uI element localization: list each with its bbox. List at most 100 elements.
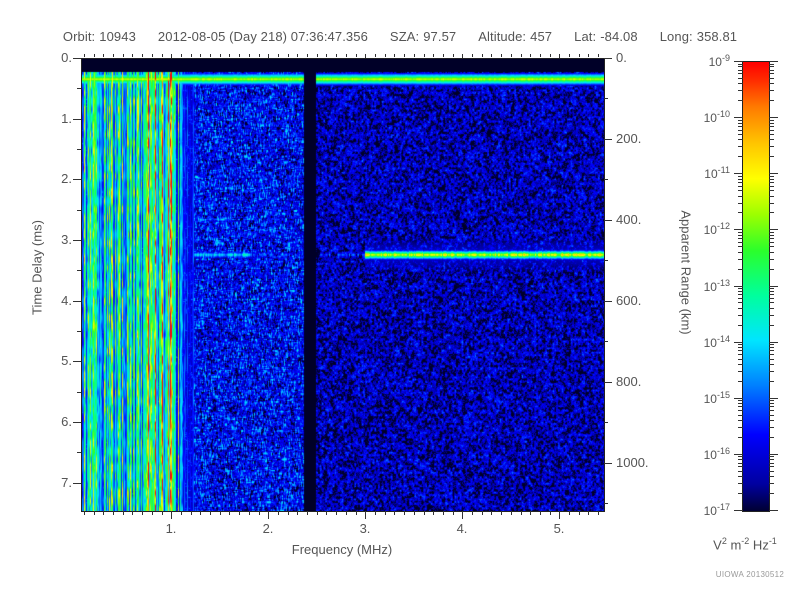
colorbar-tick-minor (738, 235, 743, 236)
x-tick-top-minor (588, 54, 589, 57)
x-tick-top-minor (94, 54, 95, 57)
x-tick-major (462, 511, 463, 519)
x-tick-minor (375, 511, 376, 515)
x-tick-label: 4. (456, 521, 468, 536)
x-tick-top-minor (278, 54, 279, 57)
colorbar-tick-minor (738, 100, 743, 101)
colorbar-tick-minor (738, 156, 743, 157)
x-tick-minor (521, 511, 522, 515)
colorbar-tick-minor (769, 203, 774, 204)
colorbar-tick-minor (769, 120, 774, 121)
colorbar-tick-minor (738, 196, 743, 197)
x-tick-top-minor (297, 54, 298, 57)
x-tick-top-minor (356, 54, 357, 57)
colorbar-tick-minor (738, 269, 743, 270)
x-tick-minor (588, 511, 589, 515)
y-left-tick-minor (77, 331, 81, 332)
y-left-tick-minor (77, 392, 81, 393)
colorbar-tick-minor (738, 134, 743, 135)
x-tick-top-minor (375, 54, 376, 57)
x-tick-top-minor (346, 54, 347, 57)
colorbar-tick-minor (769, 403, 774, 404)
y-left-tick-label: 5. (61, 353, 72, 368)
y-right-tick-major (604, 382, 612, 383)
colorbar-tick-minor (769, 483, 774, 484)
colorbar-tick-minor (769, 130, 774, 131)
colorbar-tick-minor (769, 476, 774, 477)
y-left-tick-label: 0. (61, 50, 72, 65)
colorbar-tick-label: 10-16 (703, 446, 730, 462)
colorbar-tick-minor (769, 354, 774, 355)
x-tick-top-minor (123, 54, 124, 57)
x-tick-top-minor (181, 54, 182, 57)
x-tick-top-minor (414, 54, 415, 57)
colorbar-tick-minor (738, 359, 743, 360)
header-field-value: 358.81 (696, 29, 738, 44)
x-tick-label: 1. (165, 521, 177, 536)
colorbar-tick-minor (738, 298, 743, 299)
x-tick-top-minor (229, 54, 230, 57)
header-field: Orbit: 10943 (63, 29, 136, 44)
colorbar-tick-minor (738, 400, 743, 401)
x-tick-minor (94, 511, 95, 515)
colorbar-tick-major (734, 454, 743, 455)
x-tick-top-minor (336, 54, 337, 57)
x-tick-minor (530, 511, 531, 515)
colorbar-tick-minor (769, 298, 774, 299)
colorbar-tick-minor (769, 427, 774, 428)
colorbar-tick-label: 10-11 (704, 165, 730, 181)
colorbar-tick-minor (738, 66, 743, 67)
x-tick-major (171, 511, 172, 519)
colorbar-tick-minor (769, 139, 774, 140)
x-tick-top-minor (453, 54, 454, 57)
colorbar-tick-minor (769, 315, 774, 316)
colorbar-tick-minor (769, 179, 774, 180)
colorbar-tick-minor (738, 242, 743, 243)
x-tick-minor (394, 511, 395, 515)
colorbar-tick-minor (769, 463, 774, 464)
x-tick-top-major (268, 54, 269, 58)
y-left-tick-major (73, 361, 81, 362)
y-axis-left-title: Time Delay (ms) (29, 220, 45, 315)
x-tick-minor (443, 511, 444, 515)
x-tick-top-minor (482, 54, 483, 57)
colorbar-tick-minor (738, 288, 743, 289)
y-right-tick-minor (604, 260, 608, 261)
header-field: Long: 358.81 (660, 29, 737, 44)
colorbar-tick-label: 10-9 (708, 53, 730, 69)
colorbar-tick-minor (738, 325, 743, 326)
colorbar-tick-minor (769, 288, 774, 289)
x-axis-title: Frequency (MHz) (291, 542, 393, 557)
y-right-tick-label: 0. (616, 50, 627, 65)
header-field-key: Lat: (574, 29, 597, 44)
x-tick-minor (191, 511, 192, 515)
colorbar-tick-major (769, 286, 778, 287)
colorbar-tick-label: 10-13 (703, 278, 730, 294)
x-tick-minor (482, 511, 483, 515)
header-field-key: Altitude: (478, 29, 527, 44)
colorbar-tick-minor (738, 179, 743, 180)
x-tick-minor (288, 511, 289, 515)
y-left-tick-minor (77, 452, 81, 453)
colorbar-tick-minor (769, 344, 774, 345)
colorbar-tick-minor (738, 176, 743, 177)
colorbar-tick-minor (738, 410, 743, 411)
colorbar-tick-minor (738, 64, 743, 65)
colorbar-tick-minor (738, 463, 743, 464)
colorbar-tick-major (734, 398, 743, 399)
colorbar-tick-minor (738, 381, 743, 382)
y-right-tick-label: 800. (616, 374, 642, 389)
colorbar-tick-major (769, 117, 778, 118)
x-tick-minor (297, 511, 298, 515)
colorbar-tick-minor (738, 139, 743, 140)
x-tick-top-minor (511, 54, 512, 57)
x-tick-top-minor (424, 54, 425, 57)
colorbar-tick-minor (738, 294, 743, 295)
colorbar-tick-minor (738, 259, 743, 260)
x-tick-minor (346, 511, 347, 515)
colorbar-tick-minor (738, 238, 743, 239)
x-tick-minor (404, 511, 405, 515)
x-tick-minor (424, 511, 425, 515)
y-right-tick-minor (604, 422, 608, 423)
colorbar-tick-minor (769, 420, 774, 421)
